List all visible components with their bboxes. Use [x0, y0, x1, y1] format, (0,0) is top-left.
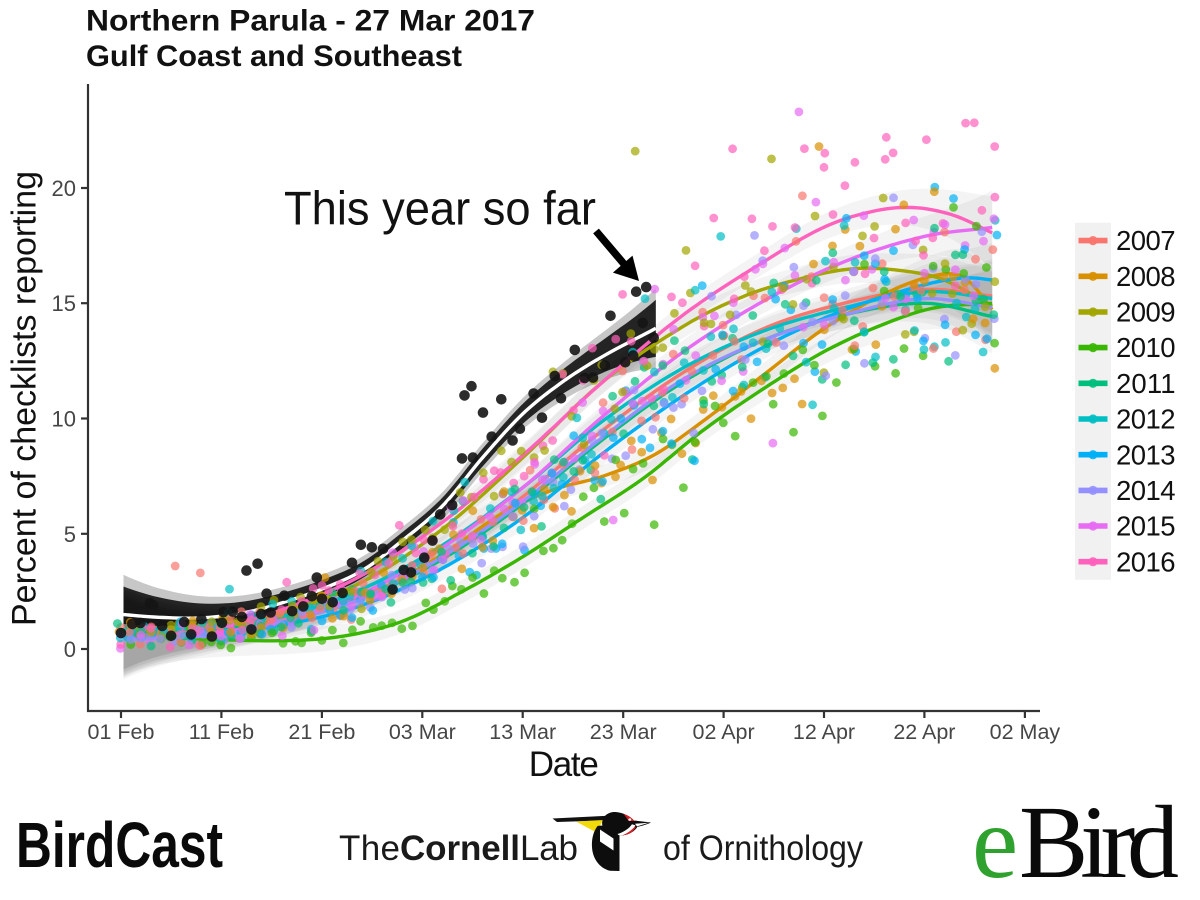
svg-text:2014: 2014: [1116, 475, 1176, 506]
svg-text:2015: 2015: [1116, 511, 1176, 542]
svg-text:Northern Parula - 27 Mar 2017: Northern Parula - 27 Mar 2017: [86, 5, 535, 38]
svg-text:20: 20: [52, 176, 76, 201]
svg-text:01 Feb: 01 Feb: [88, 720, 155, 744]
svg-text:Bird: Bird: [1019, 785, 1179, 900]
svg-text:Lab: Lab: [520, 829, 578, 868]
svg-text:of Ornithology: of Ornithology: [663, 829, 863, 868]
svg-text:Cornell: Cornell: [400, 829, 520, 868]
svg-text:10: 10: [52, 407, 76, 432]
svg-text:e: e: [972, 785, 1018, 900]
svg-text:0: 0: [64, 637, 76, 662]
svg-text:2013: 2013: [1116, 439, 1176, 470]
svg-text:02 May: 02 May: [990, 720, 1061, 744]
svg-text:2007: 2007: [1116, 225, 1176, 256]
svg-text:2016: 2016: [1116, 546, 1176, 577]
svg-text:21 Feb: 21 Feb: [288, 720, 355, 744]
svg-text:03 Mar: 03 Mar: [389, 720, 456, 744]
svg-text:02 Apr: 02 Apr: [693, 720, 755, 744]
svg-text:5: 5: [64, 522, 76, 547]
svg-text:2012: 2012: [1116, 404, 1176, 435]
svg-text:23 Mar: 23 Mar: [590, 720, 657, 744]
svg-text:13 Mar: 13 Mar: [489, 720, 556, 744]
svg-text:BirdCast: BirdCast: [16, 809, 223, 881]
svg-text:11 Feb: 11 Feb: [189, 720, 254, 744]
svg-text:2008: 2008: [1116, 261, 1176, 292]
svg-text:2009: 2009: [1116, 297, 1176, 328]
svg-text:2011: 2011: [1116, 368, 1176, 399]
svg-text:15: 15: [52, 291, 76, 316]
svg-text:2010: 2010: [1116, 332, 1176, 363]
svg-text:22 Apr: 22 Apr: [893, 720, 955, 744]
svg-text:This year so far: This year so far: [284, 182, 596, 235]
svg-text:The: The: [339, 829, 400, 868]
svg-text:Date: Date: [529, 745, 599, 784]
svg-text:12 Apr: 12 Apr: [793, 720, 855, 744]
svg-text:Gulf Coast and Southeast: Gulf Coast and Southeast: [86, 40, 462, 73]
svg-text:Percent of checklists reportin: Percent of checklists reporting: [6, 171, 44, 626]
